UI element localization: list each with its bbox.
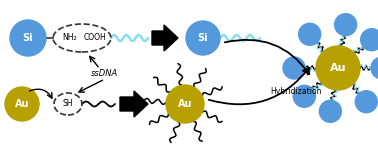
Circle shape <box>186 21 220 55</box>
Circle shape <box>355 91 377 113</box>
Circle shape <box>319 100 341 122</box>
Circle shape <box>371 57 378 79</box>
Text: Si: Si <box>23 33 33 43</box>
Text: SH: SH <box>63 100 73 108</box>
Polygon shape <box>120 91 148 117</box>
Circle shape <box>361 29 378 51</box>
Polygon shape <box>152 25 178 51</box>
Text: ssDNA: ssDNA <box>91 69 119 79</box>
Text: Au: Au <box>330 63 346 73</box>
Circle shape <box>293 85 315 107</box>
Circle shape <box>299 23 321 45</box>
Text: NH₂: NH₂ <box>63 33 77 41</box>
Text: Hybridization: Hybridization <box>270 86 322 95</box>
Text: Au: Au <box>178 99 192 109</box>
Circle shape <box>316 46 360 90</box>
Text: Au: Au <box>15 99 29 109</box>
Circle shape <box>10 20 46 56</box>
Circle shape <box>5 87 39 121</box>
Circle shape <box>166 85 204 123</box>
Text: Si: Si <box>198 33 208 43</box>
Circle shape <box>283 57 305 79</box>
Text: COOH: COOH <box>84 33 106 41</box>
Circle shape <box>335 14 356 36</box>
